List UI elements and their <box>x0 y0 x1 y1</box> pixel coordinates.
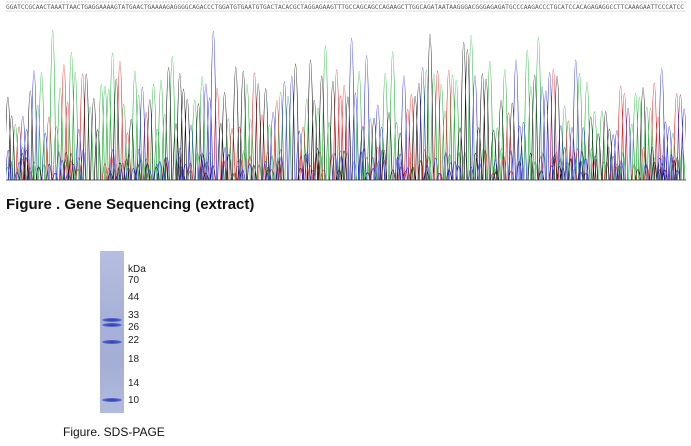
kda-unit-label: kDa <box>128 264 146 275</box>
marker-22: 22 <box>128 335 140 346</box>
sds-page-caption: Figure. SDS-PAGE <box>63 425 165 439</box>
gel-band <box>102 323 122 328</box>
marker-26: 26 <box>128 322 140 333</box>
gel-band <box>102 317 122 322</box>
marker-18: 18 <box>128 354 140 365</box>
marker-70: 70 <box>128 275 140 286</box>
marker-44: 44 <box>128 292 140 303</box>
gel-lane <box>100 251 124 413</box>
trace-c <box>6 30 686 181</box>
chromatogram-svg: GGATCCGCAACTAAATTAACTGAGGAAAAGTATGAACTGA… <box>6 1 686 181</box>
gel-band <box>102 340 122 345</box>
base-call-sequence: GGATCCGCAACTAAATTAACTGAGGAAAAGTATGAACTGA… <box>6 4 684 11</box>
trace-peaks <box>6 30 686 181</box>
gene-sequencing-caption: Figure . Gene Sequencing (extract) <box>6 196 255 213</box>
gel-band <box>102 398 122 402</box>
marker-10: 10 <box>128 395 140 406</box>
marker-33: 33 <box>128 310 140 321</box>
sds-page-gel: kDa 70 44 33 26 22 18 14 10 <box>100 251 170 416</box>
marker-14: 14 <box>128 378 140 389</box>
sequencing-chromatogram: GGATCCGCAACTAAATTAACTGAGGAAAAGTATGAACTGA… <box>6 0 686 185</box>
